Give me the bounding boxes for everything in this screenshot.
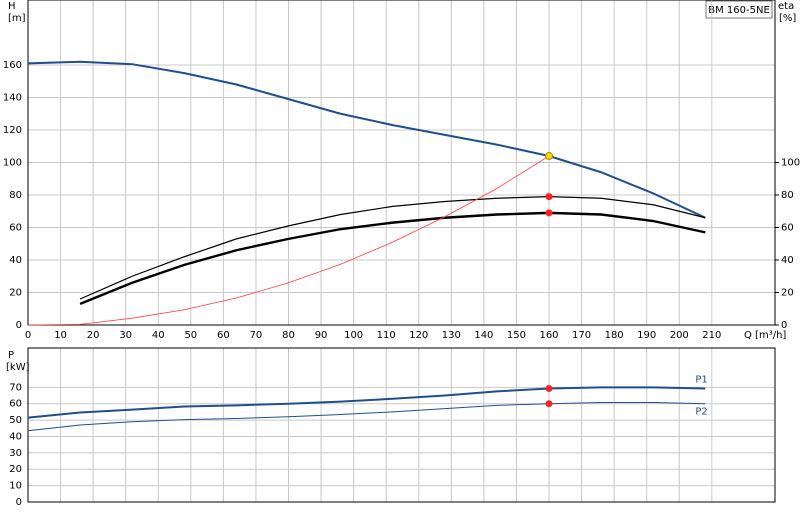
x-tick-label: 90 [315,330,328,341]
y2-tick-label: 40 [781,255,794,266]
operating-point [545,400,553,408]
curve [27,60,706,219]
y-tick-label: 80 [9,190,22,201]
x-tick-label: 50 [184,330,197,341]
x-tick-label: 150 [507,330,526,341]
y-tick-label: 40 [9,255,22,266]
x-tick-label: 200 [670,330,689,341]
operating-point [545,152,554,160]
x-tick-label: 0 [25,330,31,341]
curve [27,402,706,432]
y-unit: [kW] [6,362,30,373]
x-tick-label: 170 [572,330,591,341]
y-unit: [m] [8,13,26,24]
y-tick-label: 30 [9,448,22,459]
series-label: P2 [695,407,707,418]
y-tick-label: 20 [9,464,22,475]
title-box [705,0,773,19]
curve [79,196,706,300]
y-tick-label: 60 [9,399,22,410]
y-tick-label: 0 [16,320,22,331]
y-tick-label: 50 [9,415,22,426]
x-tick-label: 100 [344,330,363,341]
y-label: P [8,350,14,361]
curve [79,211,706,305]
x-tick-label: 130 [442,330,461,341]
x-tick-label: 140 [474,330,493,341]
x-tick-label: 70 [250,330,263,341]
series-label: P1 [695,374,707,385]
x-tick-label: 120 [409,330,428,341]
y-tick-label: 40 [9,431,22,442]
y-tick-label: 140 [3,93,22,104]
x-tick-label: 210 [702,330,721,341]
y2-tick-label: 60 [781,223,794,234]
y2-tick-label: 80 [781,190,794,201]
plot-frame [27,347,776,503]
x-tick-label: 190 [637,330,656,341]
y-tick-label: 70 [9,382,22,393]
x-tick-label: 30 [119,330,132,341]
x-tick-label: 110 [377,330,396,341]
operating-point [545,384,553,392]
x-tick-label: 180 [605,330,624,341]
x-tick-label: 60 [217,330,230,341]
x-tick-label: 80 [282,330,295,341]
y-tick-label: 120 [3,125,22,136]
y-label: H [8,1,16,12]
y2-tick-label: 0 [781,320,787,331]
curve [27,386,706,419]
x-tick-label: 20 [87,330,100,341]
y-tick-label: 160 [3,60,22,71]
x-tick-label: 10 [54,330,67,341]
operating-point [545,193,553,201]
y-tick-label: 100 [3,158,22,169]
x-tick-label: 160 [539,330,558,341]
y2-tick-label: 20 [781,288,794,299]
plot-frame [27,0,776,326]
operating-point [545,209,553,217]
y-tick-label: 20 [9,288,22,299]
y2-label: eta [778,1,794,12]
y2-unit: [%] [779,13,796,24]
chart-title: BM 160-5NE [708,5,770,16]
y-tick-label: 60 [9,223,22,234]
y2-tick-label: 100 [781,158,800,169]
x-label: Q [m³/h] [744,330,786,341]
curve [27,155,550,326]
x-tick-label: 40 [152,330,165,341]
y-tick-label: 0 [16,497,22,508]
y-tick-label: 10 [9,481,22,492]
